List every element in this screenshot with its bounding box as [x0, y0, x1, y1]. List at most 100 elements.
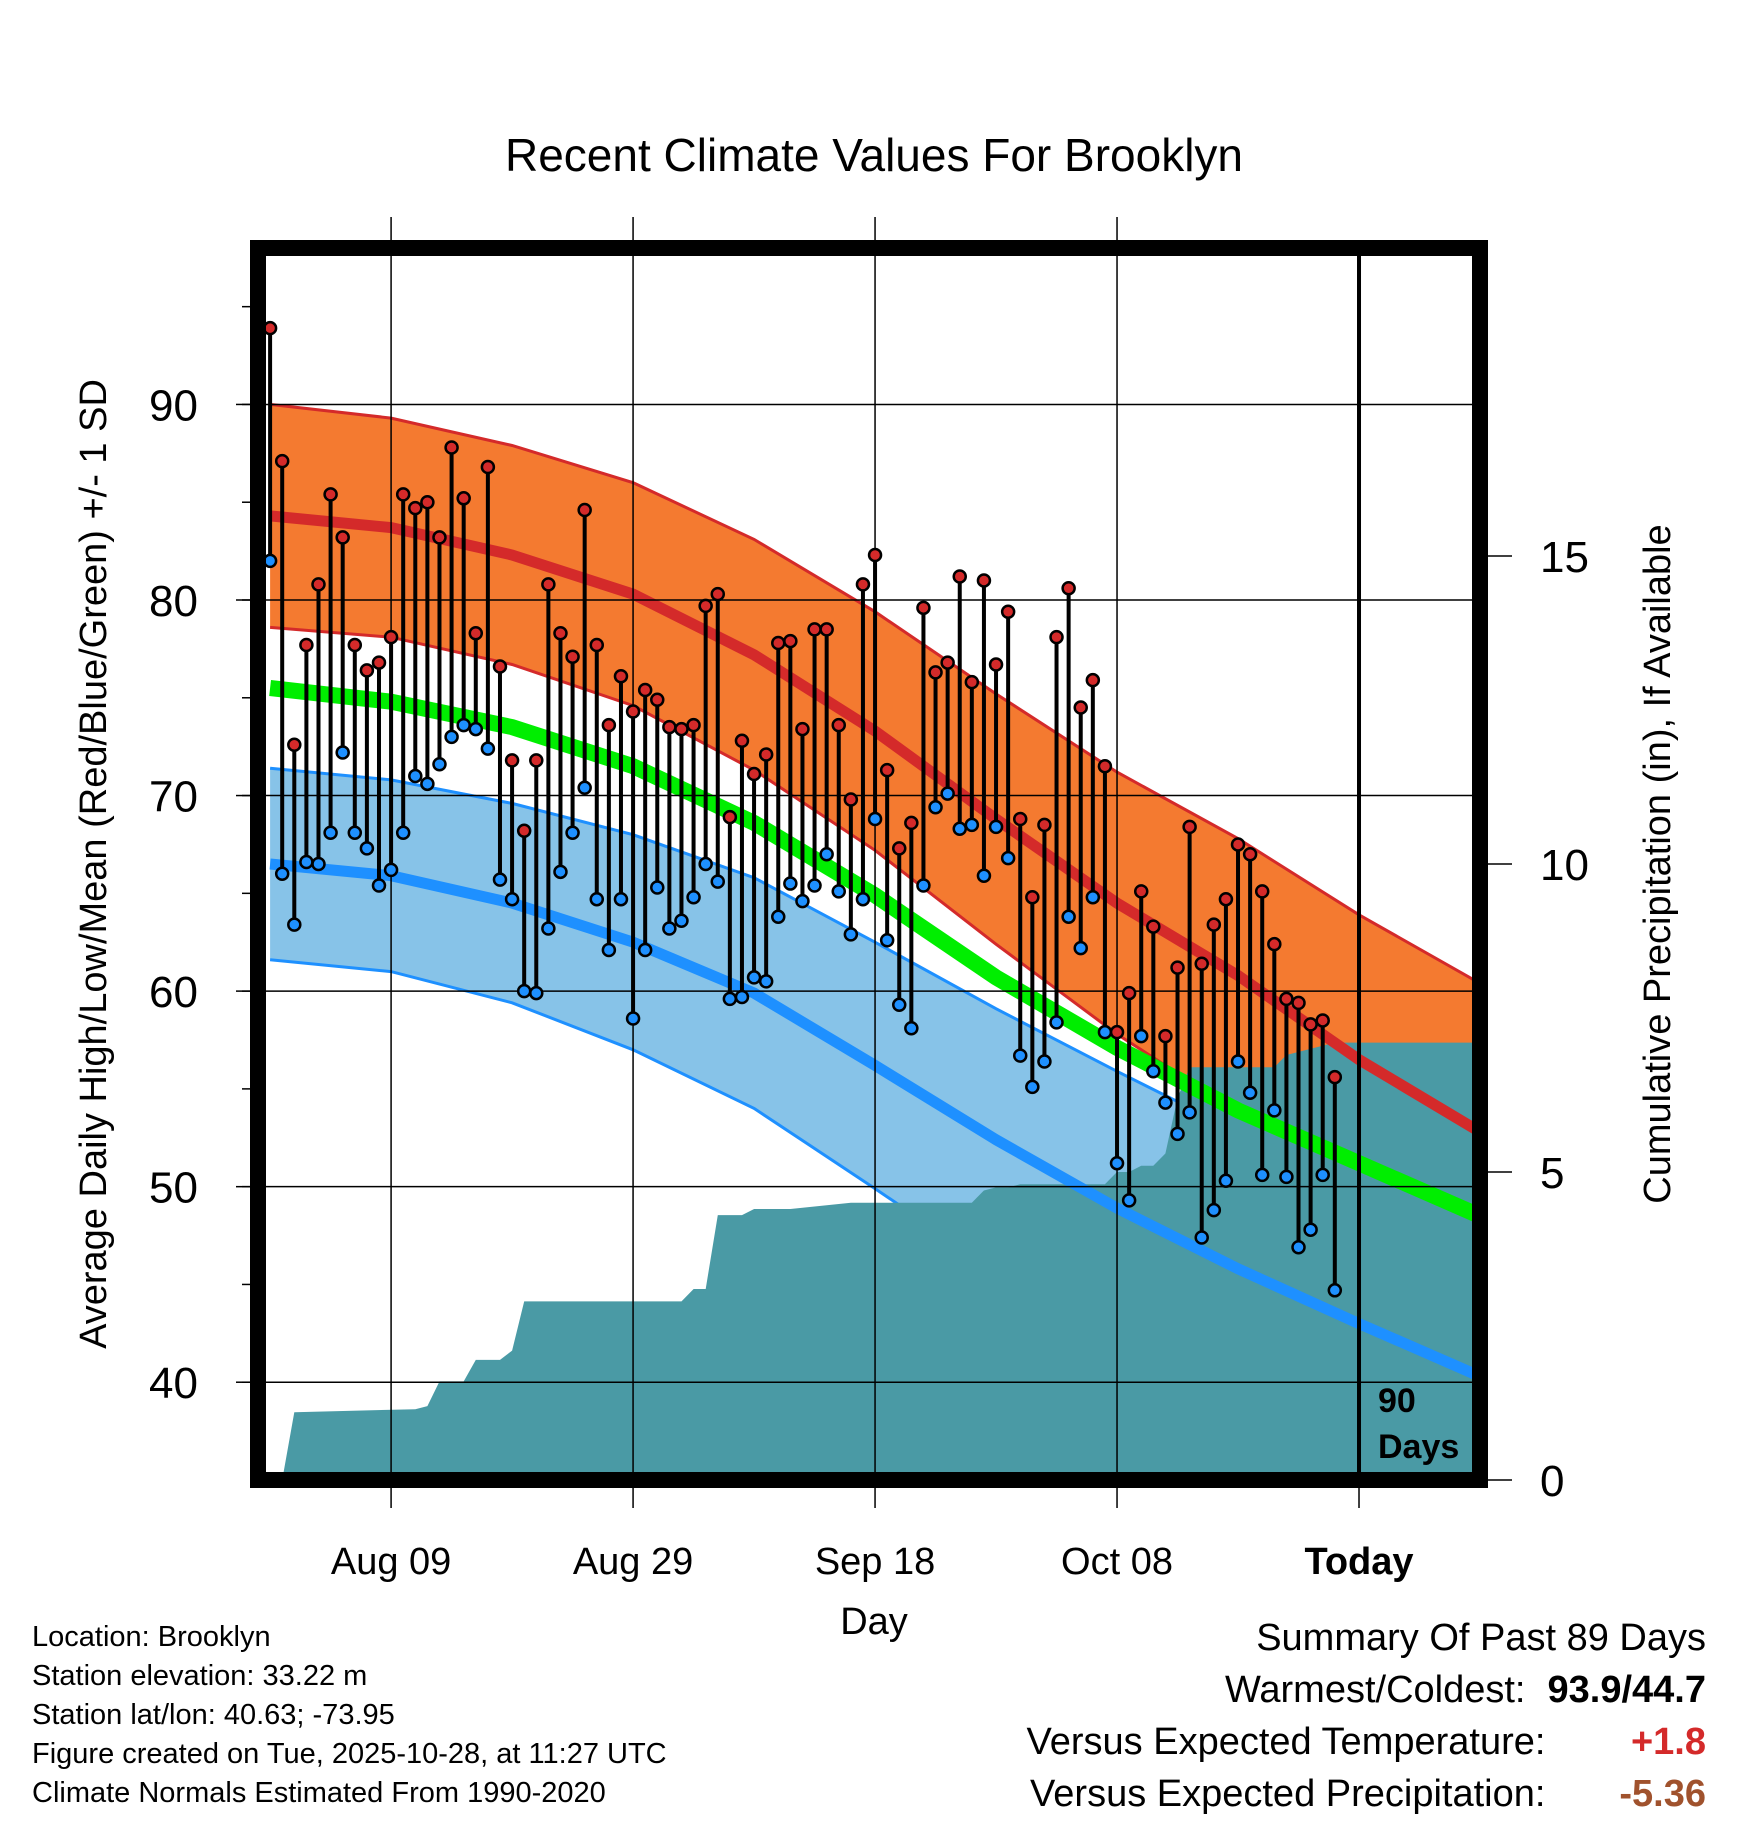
daily-high-point: [287, 737, 302, 752]
station-info: Location: Brooklyn Station elevation: 33…: [32, 1618, 667, 1813]
daily-high-point: [1218, 891, 1234, 907]
created-text: Figure created on Tue, 2025-10-28, at 11…: [32, 1738, 667, 1770]
daily-high-point: [916, 600, 931, 616]
daily-high-point: [891, 841, 907, 856]
daily-high-point: [1315, 1013, 1330, 1028]
x-axis-label: Day: [840, 1601, 908, 1643]
daily-low-point: [1061, 909, 1076, 925]
coldest-value: 44.7: [1632, 1669, 1706, 1711]
daily-low-point: [383, 862, 399, 878]
daily-low-point: [1170, 1126, 1185, 1142]
daily-low-point: [1327, 1283, 1343, 1298]
daily-high-point: [637, 682, 653, 698]
temp-anomaly-label: Versus Expected Temperature:: [1026, 1721, 1546, 1763]
daily-low-point: [1182, 1105, 1197, 1120]
daily-high-point: [1097, 758, 1113, 774]
daily-high-point: [1146, 919, 1161, 934]
daily-high-point: [843, 792, 859, 807]
y-axis-label: Average Daily High/Low/Mean (Red/Blue/Gr…: [73, 379, 115, 1349]
daily-high-point: [879, 762, 895, 778]
normals-text: Climate Normals Estimated From 1990-2020: [32, 1777, 606, 1809]
daily-low-point: [565, 825, 580, 840]
summary-heading: Summary Of Past 89 Days: [1256, 1617, 1706, 1659]
daily-high-point: [335, 530, 350, 545]
daily-high-point: [444, 440, 459, 455]
daily-low-point: [323, 825, 338, 840]
daily-high-point: [504, 753, 520, 768]
daily-high-point: [795, 721, 810, 737]
daily-low-point: [1218, 1173, 1234, 1189]
daily-low-point: [843, 927, 859, 942]
y2-tick-label: 10: [1540, 841, 1589, 890]
daily-low-point: [734, 989, 750, 1005]
daily-low-point: [710, 874, 726, 889]
daily-low-point: [891, 997, 907, 1013]
daily-low-point: [988, 819, 1004, 835]
daily-high-point: [383, 629, 399, 645]
daily-low-point: [855, 891, 871, 907]
daily-high-point: [299, 637, 314, 653]
daily-high-point: [1025, 889, 1040, 905]
today-days-number: 90: [1378, 1382, 1416, 1420]
daily-high-point: [710, 586, 726, 602]
daily-high-point: [311, 577, 326, 592]
daily-low-point: [287, 917, 302, 932]
daily-low-point: [904, 1021, 919, 1036]
daily-low-point: [516, 983, 532, 999]
daily-low-point: [819, 846, 834, 862]
daily-high-point: [662, 719, 677, 735]
daily-high-point: [1121, 985, 1137, 1001]
x-tick-label: Aug 09: [331, 1541, 451, 1583]
precip-anomaly-label: Versus Expected Precipitation:: [1030, 1773, 1546, 1815]
daily-low-point: [1254, 1167, 1270, 1183]
elevation-text: Station elevation: 33.22 m: [32, 1660, 368, 1692]
daily-high-point: [650, 692, 665, 707]
daily-low-point: [964, 817, 980, 833]
daily-high-point: [952, 569, 967, 584]
daily-low-point: [1158, 1095, 1173, 1110]
daily-low-point: [686, 889, 701, 905]
daily-low-point: [444, 729, 459, 745]
daily-high-point: [1037, 817, 1052, 833]
daily-high-point: [831, 717, 847, 733]
daily-high-point: [1242, 846, 1258, 862]
daily-low-point: [867, 811, 883, 827]
daily-low-point: [1012, 1048, 1028, 1063]
daily-low-point: [976, 868, 992, 883]
y-tick-label: 70: [149, 773, 198, 822]
y-tick-label: 90: [149, 381, 198, 430]
daily-low-point: [529, 985, 544, 1001]
daily-high-point: [855, 577, 871, 592]
daily-high-point: [686, 717, 701, 733]
daily-low-point: [698, 856, 713, 872]
daily-high-point: [408, 500, 423, 516]
daily-high-point: [589, 637, 605, 653]
daily-low-point: [468, 721, 484, 737]
daily-high-point: [988, 657, 1004, 672]
daily-low-point: [299, 854, 314, 870]
daily-low-point: [1230, 1054, 1246, 1069]
daily-high-point: [468, 625, 484, 641]
daily-low-point: [758, 974, 774, 989]
summary-panel: Summary Of Past 89 Days Warmest/Coldest:…: [1027, 1612, 1706, 1820]
y-tick-label: 40: [149, 1359, 198, 1408]
daily-low-point: [492, 872, 508, 887]
daily-low-point: [1242, 1085, 1258, 1101]
daily-low-point: [625, 1011, 641, 1026]
daily-low-point: [662, 921, 677, 936]
daily-low-point: [1109, 1155, 1125, 1171]
daily-high-point: [395, 487, 411, 502]
daily-low-point: [347, 825, 363, 840]
daily-high-point: [541, 577, 556, 592]
daily-low-point: [831, 884, 847, 899]
daily-high-point: [516, 823, 532, 839]
daily-low-point: [879, 933, 895, 948]
x-tick-label: Aug 29: [573, 1541, 693, 1583]
daily-low-point: [541, 921, 556, 936]
daily-high-point: [1085, 672, 1101, 688]
daily-low-point: [1133, 1028, 1149, 1044]
daily-low-point: [504, 891, 520, 907]
today-days-label: Days: [1378, 1428, 1459, 1466]
daily-high-point: [347, 637, 363, 653]
